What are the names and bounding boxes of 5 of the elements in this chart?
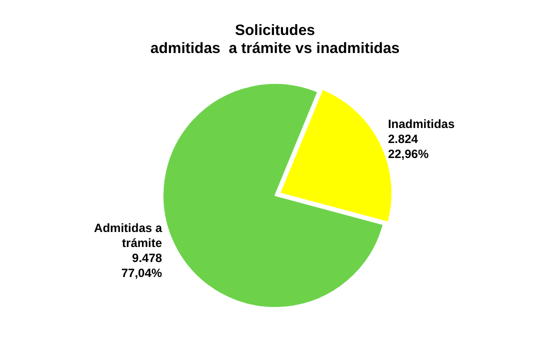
data-label: 9.478 77,04% (121, 251, 162, 280)
slice-label: Admitidas a trámite (94, 221, 162, 250)
data-label: 2.824 22,96% (388, 132, 429, 161)
chart-title: Solicitudes admitidas a trámite vs inadmitidas (150, 22, 400, 58)
slice-label: Inadmitidas (388, 116, 455, 131)
